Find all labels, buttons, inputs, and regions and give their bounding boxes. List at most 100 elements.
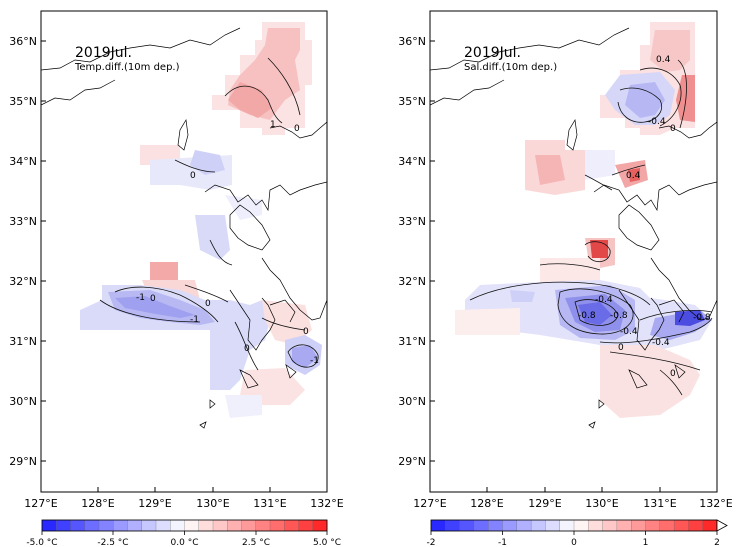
colorbar-cell bbox=[545, 519, 561, 532]
lat-label: 32°N bbox=[9, 275, 37, 288]
colorbar-label: -2.5 °C bbox=[97, 538, 128, 547]
sal-contour-label: 0.4 bbox=[656, 55, 671, 65]
lat-label: 34°N bbox=[9, 155, 37, 168]
lon-label: 128°E bbox=[81, 497, 114, 510]
temp-lat-labels: 36°N 35°N 34°N 33°N 32°N 31°N 30°N 29°N bbox=[9, 35, 37, 468]
temp-contour-label: -1 bbox=[190, 315, 199, 325]
sal-contour-label: 0 bbox=[618, 343, 624, 353]
temp-field bbox=[41, 22, 327, 429]
lat-label: 29°N bbox=[9, 455, 37, 468]
colorbar-extend-arrow bbox=[716, 519, 728, 532]
sal-panel: 2019Jul. Sal.diff.(10m dep.) 0.4 -0.4 0 … bbox=[398, 10, 733, 547]
lon-label: 127°E bbox=[413, 497, 446, 510]
sal-lat-labels: 36°N 35°N 34°N 33°N 32°N 31°N 30°N 29°N bbox=[398, 35, 426, 468]
colorbar-cell bbox=[212, 519, 228, 532]
sal-panel-subtitle: Sal.diff.(10m dep.) bbox=[464, 62, 557, 73]
sal-contour-label: -0.8 bbox=[610, 311, 628, 321]
sal-contours bbox=[469, 59, 713, 396]
colorbar-label: -2 bbox=[427, 538, 436, 547]
colorbar-cell bbox=[227, 519, 242, 532]
temp-panel-title: 2019Jul. bbox=[75, 45, 132, 61]
colorbar-cell bbox=[41, 519, 57, 532]
temp-contour-label: 0 bbox=[244, 344, 250, 354]
temp-coastline bbox=[41, 27, 327, 429]
temp-colorbar-cells bbox=[41, 519, 328, 532]
lon-label: 132°E bbox=[310, 497, 343, 510]
lat-label: 36°N bbox=[9, 35, 37, 48]
lon-label: 131°E bbox=[253, 497, 286, 510]
temp-contour-label: 0 bbox=[205, 299, 211, 309]
lon-label: 129°E bbox=[528, 497, 561, 510]
lat-label: 32°N bbox=[398, 275, 426, 288]
colorbar-cell bbox=[602, 519, 618, 532]
lat-label: 31°N bbox=[398, 335, 426, 348]
colorbar-cell bbox=[127, 519, 143, 532]
colorbar-cell bbox=[113, 519, 128, 532]
temp-contour-label: -1 bbox=[136, 293, 145, 303]
colorbar-cell bbox=[98, 519, 114, 532]
colorbar-cell bbox=[269, 519, 285, 532]
colorbar-cell bbox=[312, 519, 328, 532]
colorbar-cell bbox=[241, 519, 257, 532]
colorbar-cell bbox=[588, 519, 604, 532]
temp-contours bbox=[99, 57, 319, 371]
colorbar-cell bbox=[170, 519, 185, 532]
colorbar-cell bbox=[616, 519, 632, 532]
sal-contour-label: -0.8 bbox=[578, 311, 596, 321]
sal-contour-label: 0 bbox=[670, 124, 676, 134]
temp-contour-label: -1 bbox=[310, 356, 319, 366]
colorbar-cell bbox=[659, 519, 675, 532]
colorbar-cell bbox=[298, 519, 314, 532]
temp-map-border bbox=[40, 10, 328, 493]
colorbar-label: 1 bbox=[643, 538, 649, 547]
sal-map-border bbox=[429, 10, 718, 493]
colorbar-cell bbox=[56, 519, 71, 532]
colorbar-cell bbox=[155, 519, 171, 532]
colorbar-cell bbox=[430, 519, 446, 532]
temp-panel-subtitle: Temp.diff.(10m dep.) bbox=[74, 62, 180, 73]
lon-label: 130°E bbox=[196, 497, 229, 510]
colorbar-cell bbox=[688, 519, 704, 532]
colorbar-label: 0.0 °C bbox=[171, 538, 199, 547]
sal-contour-label: 0.4 bbox=[626, 171, 641, 181]
temp-colorbar: -5.0 °C -2.5 °C 0.0 °C 2.5 °C 5.0 °C bbox=[26, 519, 341, 547]
sal-panel-title: 2019Jul. bbox=[464, 45, 521, 61]
colorbar-cell bbox=[255, 519, 271, 532]
lat-label: 30°N bbox=[398, 395, 426, 408]
colorbar-label: -5.0 °C bbox=[26, 538, 57, 547]
colorbar-label: -1 bbox=[498, 538, 507, 547]
lat-label: 31°N bbox=[9, 335, 37, 348]
lat-label: 36°N bbox=[398, 35, 426, 48]
sal-field bbox=[430, 22, 717, 429]
temp-contour-label: 0 bbox=[303, 327, 309, 337]
colorbar-cell bbox=[184, 519, 200, 532]
sal-contour-label: -0.4 bbox=[648, 117, 666, 127]
lon-label: 128°E bbox=[470, 497, 503, 510]
lat-label: 30°N bbox=[9, 395, 37, 408]
temp-ticks bbox=[41, 40, 271, 492]
lon-label: 132°E bbox=[699, 497, 732, 510]
colorbar-cell bbox=[488, 519, 503, 532]
temp-lon-labels: 127°E 128°E 129°E 130°E 131°E 132°E bbox=[24, 497, 343, 510]
colorbar-cell bbox=[631, 519, 646, 532]
colorbar-cell bbox=[645, 519, 661, 532]
colorbar-cell bbox=[559, 519, 575, 532]
temp-contour-label: 1 bbox=[270, 120, 276, 130]
colorbar-cell bbox=[502, 519, 518, 532]
sal-contour-label: -0.8 bbox=[693, 313, 711, 323]
colorbar-cell bbox=[141, 519, 157, 532]
temp-panel: 2019Jul. Temp.diff.(10m dep.) 1 0 0 -1 0… bbox=[9, 10, 344, 547]
colorbar-cell bbox=[530, 519, 546, 532]
colorbar-cell bbox=[84, 519, 100, 532]
lat-label: 33°N bbox=[398, 215, 426, 228]
lon-label: 129°E bbox=[138, 497, 171, 510]
colorbar-cell bbox=[573, 519, 589, 532]
colorbar-label: 5.0 °C bbox=[313, 538, 341, 547]
sal-ticks bbox=[430, 40, 661, 492]
colorbar-label: 2 bbox=[714, 538, 720, 547]
lon-label: 131°E bbox=[643, 497, 676, 510]
lat-label: 29°N bbox=[398, 455, 426, 468]
sal-colorbar-cells bbox=[430, 519, 718, 532]
sal-lon-labels: 127°E 128°E 129°E 130°E 131°E 132°E bbox=[413, 497, 732, 510]
